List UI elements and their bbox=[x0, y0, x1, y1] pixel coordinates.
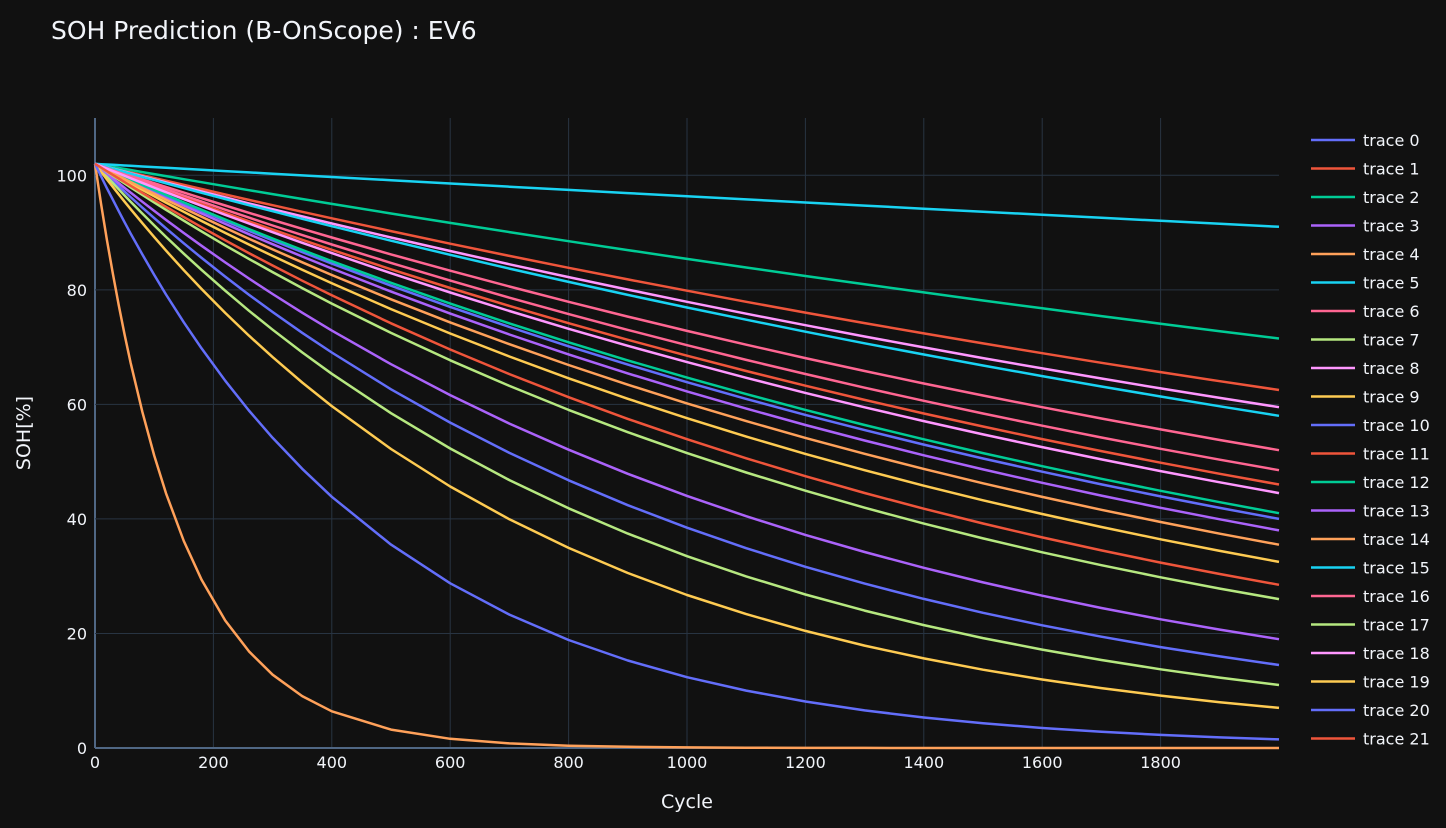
legend-label: trace 11 bbox=[1363, 445, 1430, 464]
x-axis-title: Cycle bbox=[661, 791, 713, 813]
series-line[interactable] bbox=[94, 162, 1280, 546]
x-tick-label: 1000 bbox=[667, 753, 708, 772]
legend-label: trace 7 bbox=[1363, 331, 1420, 350]
x-tick-label: 1400 bbox=[903, 753, 944, 772]
legend-label: trace 8 bbox=[1363, 359, 1420, 378]
legend-item[interactable]: trace 8 bbox=[1311, 359, 1420, 378]
series-line[interactable] bbox=[94, 163, 1280, 710]
legend-label: trace 10 bbox=[1363, 416, 1430, 435]
legend-label: trace 20 bbox=[1363, 701, 1430, 720]
series-line[interactable] bbox=[94, 162, 1280, 687]
legend-label: trace 3 bbox=[1363, 217, 1420, 236]
x-tick-labels: 0 200 400 600 800 1000 1200 1400 1600 1800 bbox=[90, 753, 1181, 772]
y-tick-label: 100 bbox=[56, 166, 87, 185]
legend-label: trace 12 bbox=[1363, 473, 1430, 492]
chart-title: SOH Prediction (B-OnScope) : EV6 bbox=[51, 16, 477, 45]
legend-item[interactable]: trace 12 bbox=[1311, 473, 1430, 492]
x-tick-label: 600 bbox=[435, 753, 466, 772]
legend-item[interactable]: trace 0 bbox=[1311, 131, 1420, 150]
series-line[interactable] bbox=[94, 162, 1280, 229]
x-tick-label: 800 bbox=[553, 753, 584, 772]
legend-item[interactable]: trace 7 bbox=[1311, 331, 1420, 350]
legend-label: trace 9 bbox=[1363, 388, 1420, 407]
legend-item[interactable]: trace 2 bbox=[1311, 188, 1420, 207]
legend-item[interactable]: trace 11 bbox=[1311, 445, 1430, 464]
series-line[interactable] bbox=[94, 162, 1280, 667]
x-tick-label: 1200 bbox=[785, 753, 826, 772]
y-tick-label: 40 bbox=[67, 510, 87, 529]
legend-label: trace 14 bbox=[1363, 530, 1430, 549]
legend-label: trace 6 bbox=[1363, 302, 1420, 321]
x-tick-label: 400 bbox=[317, 753, 348, 772]
legend-item[interactable]: trace 1 bbox=[1311, 160, 1420, 179]
legend-label: trace 1 bbox=[1363, 160, 1420, 179]
legend-item[interactable]: trace 3 bbox=[1311, 217, 1420, 236]
x-tick-label: 0 bbox=[90, 753, 100, 772]
legend-item[interactable]: trace 21 bbox=[1311, 730, 1430, 749]
series-line[interactable] bbox=[94, 162, 1280, 418]
series-lines bbox=[93, 162, 1280, 750]
y-tick-label: 20 bbox=[67, 624, 87, 643]
legend-label: trace 18 bbox=[1363, 644, 1430, 663]
legend-item[interactable]: trace 10 bbox=[1311, 416, 1430, 435]
series-line[interactable] bbox=[94, 162, 1280, 495]
legend-label: trace 17 bbox=[1363, 616, 1430, 635]
legend[interactable]: trace 0 trace 1 trace 2 trace 3 trace 4 trace… bbox=[1311, 131, 1430, 749]
y-tick-labels: 0 20 40 60 80 100 bbox=[56, 166, 87, 758]
legend-item[interactable]: trace 6 bbox=[1311, 302, 1420, 321]
legend-item[interactable]: trace 13 bbox=[1311, 502, 1430, 521]
legend-label: trace 16 bbox=[1363, 587, 1430, 606]
legend-item[interactable]: trace 16 bbox=[1311, 587, 1430, 606]
legend-label: trace 15 bbox=[1363, 559, 1430, 578]
y-tick-label: 80 bbox=[67, 281, 87, 300]
legend-item[interactable]: trace 4 bbox=[1311, 245, 1420, 264]
series-line[interactable] bbox=[93, 163, 1279, 750]
legend-label: trace 13 bbox=[1363, 502, 1430, 521]
legend-label: trace 0 bbox=[1363, 131, 1420, 150]
legend-item[interactable]: trace 15 bbox=[1311, 559, 1430, 578]
y-tick-label: 0 bbox=[77, 739, 87, 758]
x-tick-label: 200 bbox=[198, 753, 229, 772]
legend-label: trace 2 bbox=[1363, 188, 1420, 207]
legend-label: trace 21 bbox=[1363, 730, 1430, 749]
y-tick-label: 60 bbox=[67, 395, 87, 414]
legend-label: trace 5 bbox=[1363, 274, 1420, 293]
series-line[interactable] bbox=[93, 163, 1280, 741]
legend-item[interactable]: trace 14 bbox=[1311, 530, 1430, 549]
series-line[interactable] bbox=[94, 162, 1280, 587]
legend-label: trace 19 bbox=[1363, 673, 1430, 692]
legend-item[interactable]: trace 17 bbox=[1311, 616, 1430, 635]
legend-item[interactable]: trace 20 bbox=[1311, 701, 1430, 720]
x-tick-label: 1800 bbox=[1140, 753, 1181, 772]
legend-label: trace 4 bbox=[1363, 245, 1420, 264]
x-tick-label: 1600 bbox=[1022, 753, 1063, 772]
series-line[interactable] bbox=[94, 162, 1280, 641]
legend-item[interactable]: trace 5 bbox=[1311, 274, 1420, 293]
y-axis-title: SOH[%] bbox=[13, 396, 35, 470]
legend-item[interactable]: trace 9 bbox=[1311, 388, 1420, 407]
series-line[interactable] bbox=[94, 162, 1280, 340]
legend-item[interactable]: trace 18 bbox=[1311, 644, 1430, 663]
legend-item[interactable]: trace 19 bbox=[1311, 673, 1430, 692]
